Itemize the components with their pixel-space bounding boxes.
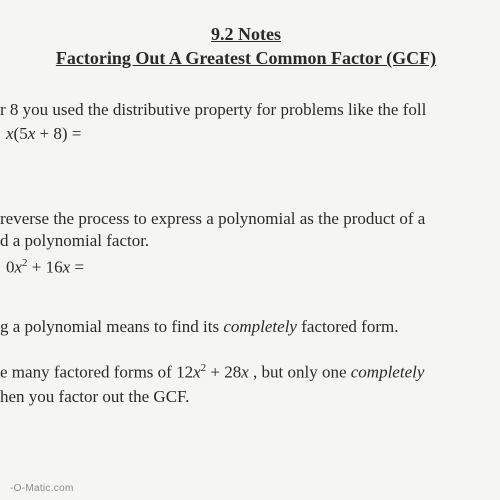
- document-page: 9.2 Notes Factoring Out A Greatest Commo…: [0, 0, 500, 500]
- watermark-text: -O-Matic.com: [10, 483, 74, 494]
- paragraph-3: g a polynomial means to find its complet…: [0, 316, 492, 339]
- text: + 28: [206, 363, 241, 382]
- text: g a polynomial means to find its: [0, 317, 223, 336]
- text: factored form.: [297, 317, 398, 336]
- math-var: x: [6, 124, 14, 143]
- math-expression-2: 0x2 + 16x =: [6, 257, 492, 278]
- math-var: x: [241, 363, 249, 382]
- math-expression-1: x(5x + 8) =: [6, 124, 492, 144]
- emphasis: completely: [351, 363, 425, 382]
- math-var: x: [15, 258, 23, 277]
- paragraph-2-line1: reverse the process to express a polynom…: [0, 208, 492, 231]
- math-text: (5: [14, 124, 28, 143]
- notes-number: 9.2 Notes: [0, 22, 492, 46]
- spacer: [0, 144, 492, 202]
- emphasis: completely: [223, 317, 297, 336]
- text: e many factored forms of 12: [0, 363, 193, 382]
- text: , but only one: [249, 363, 351, 382]
- math-text: =: [70, 258, 84, 277]
- paragraph-1: r 8 you used the distributive property f…: [0, 99, 492, 122]
- math-var: x: [193, 363, 201, 382]
- notes-title: Factoring Out A Greatest Common Factor (…: [0, 46, 492, 70]
- spacer: [0, 278, 492, 312]
- math-text: + 16: [28, 258, 63, 277]
- math-text: + 8) =: [35, 124, 81, 143]
- math-text: 0: [6, 258, 15, 277]
- paragraph-4-line1: e many factored forms of 12x2 + 28x , bu…: [0, 361, 492, 385]
- paragraph-4-line2: hen you factor out the GCF.: [0, 386, 492, 409]
- paragraph-2-line2: d a polynomial factor.: [0, 230, 492, 253]
- spacer: [0, 339, 492, 357]
- title-block: 9.2 Notes Factoring Out A Greatest Commo…: [0, 22, 492, 71]
